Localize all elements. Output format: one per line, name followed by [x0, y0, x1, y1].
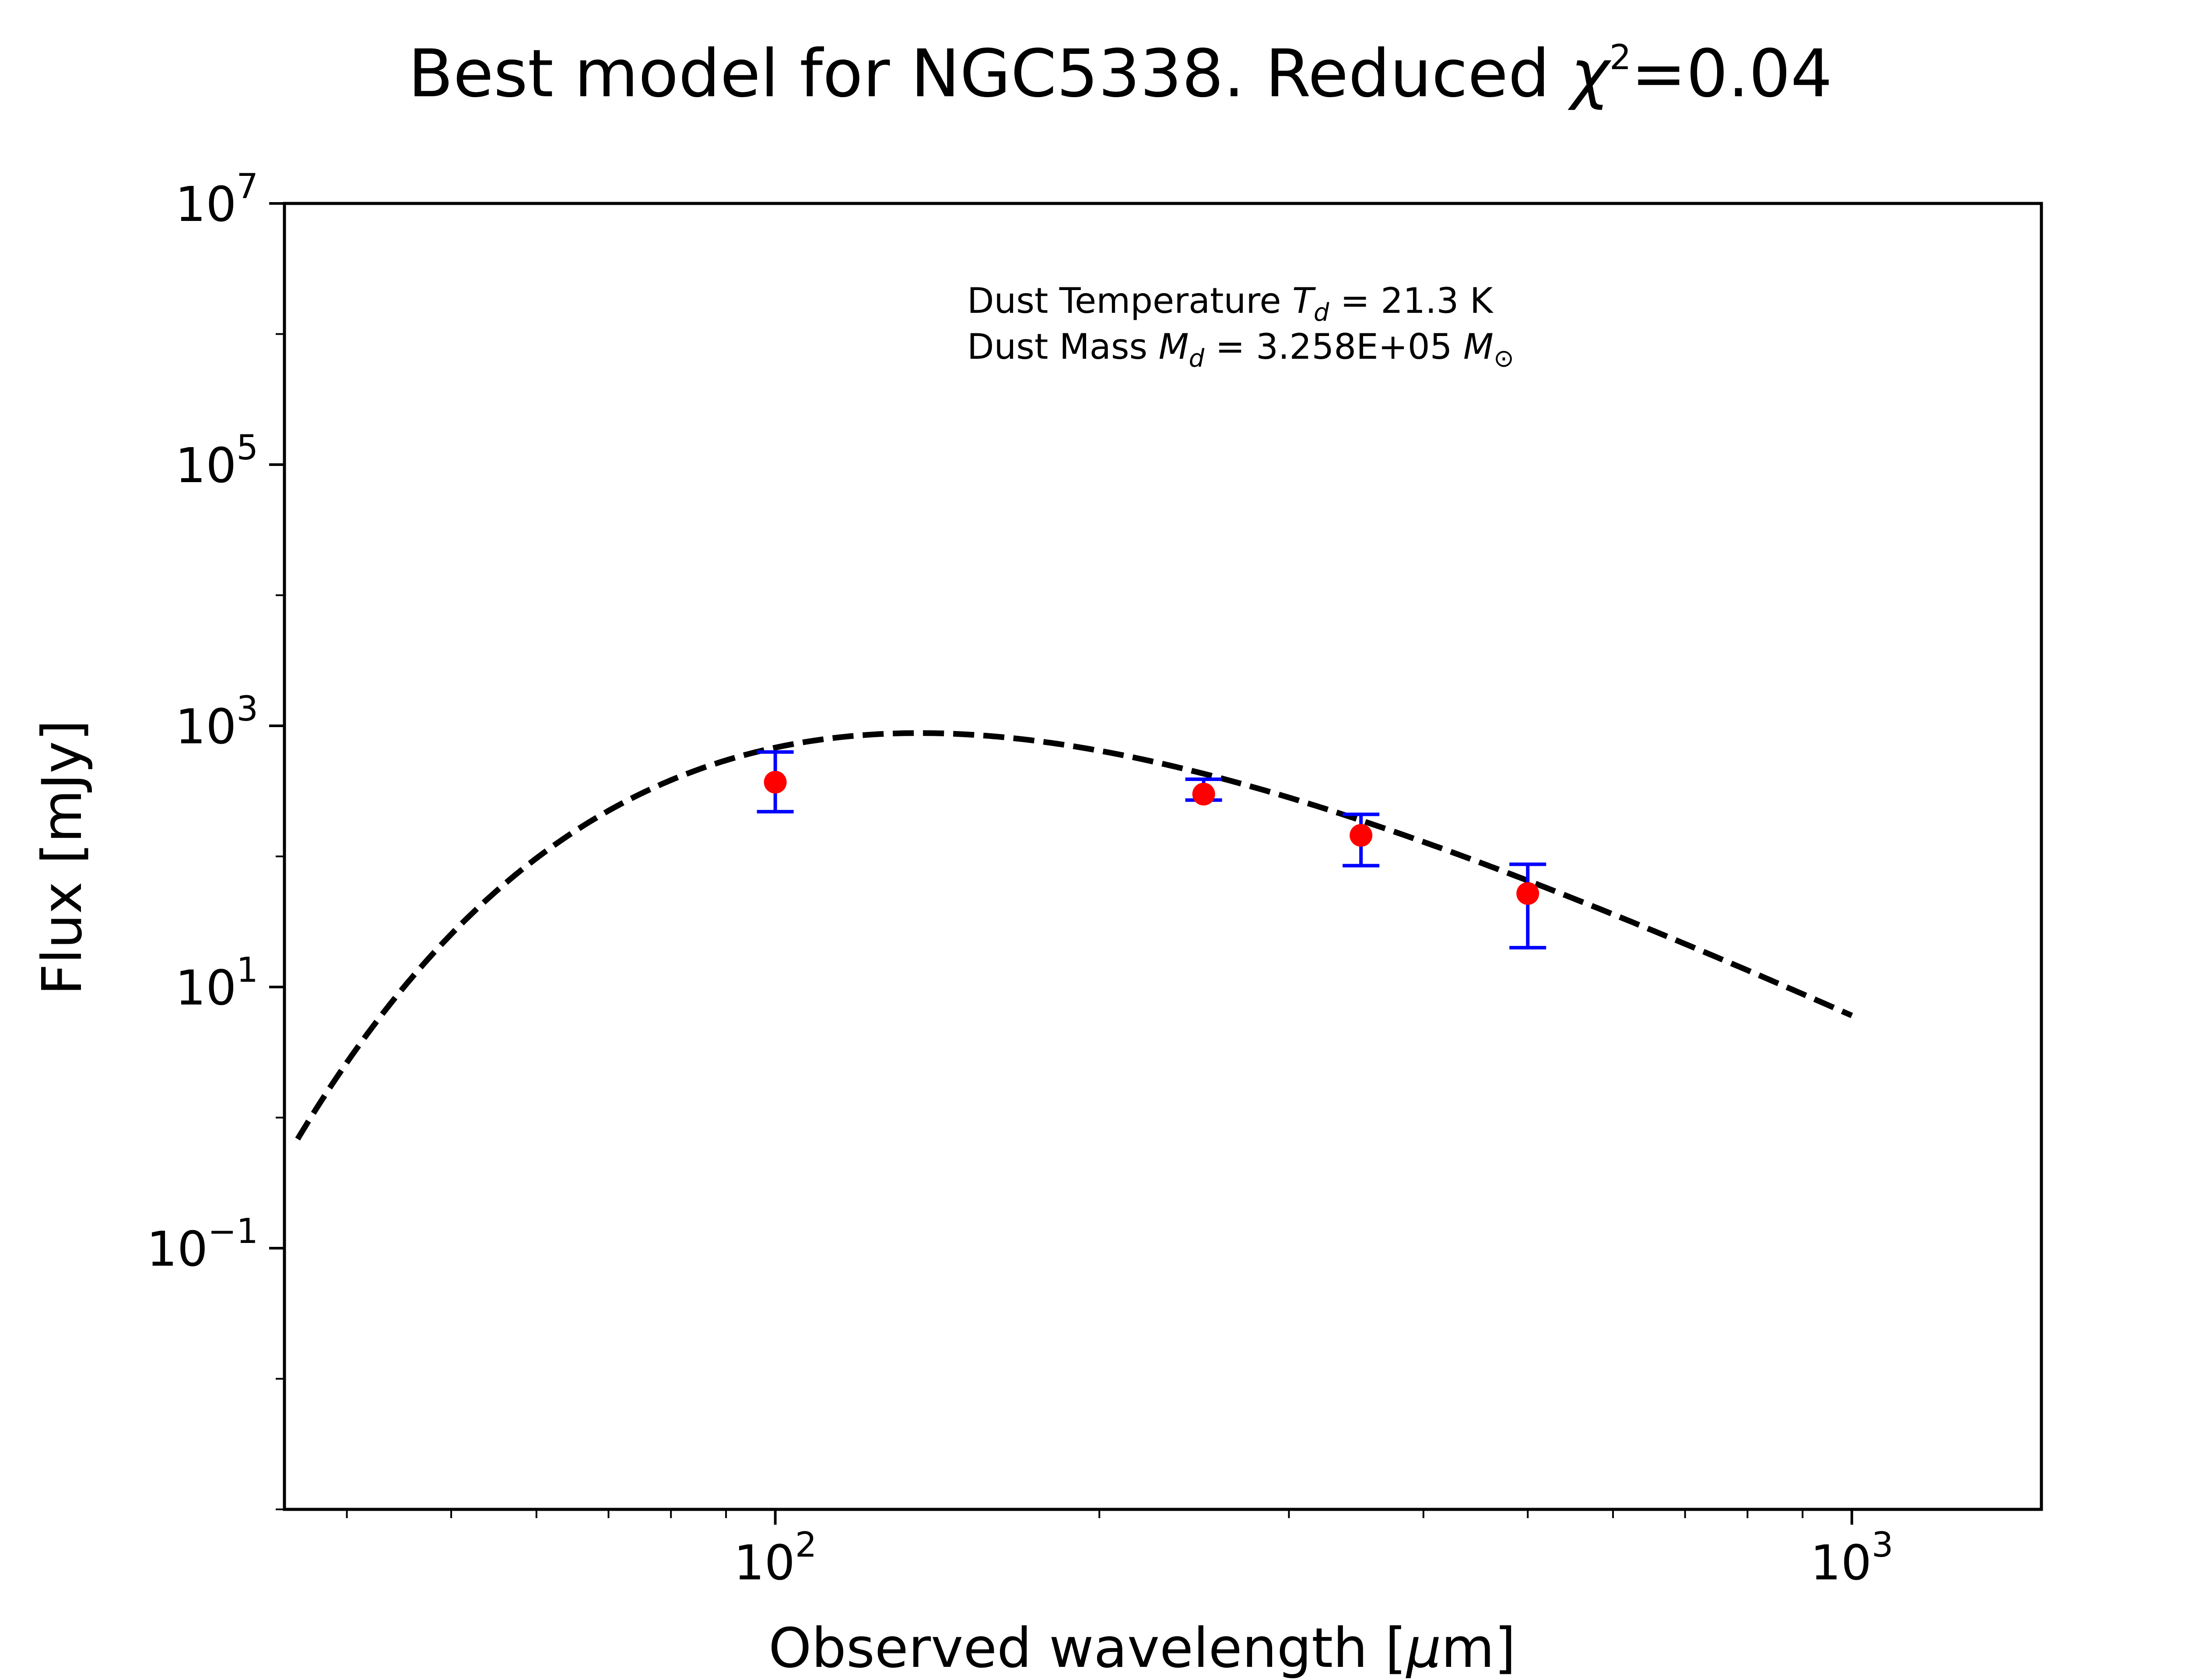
y-tick-label-1: 101: [175, 951, 258, 1016]
x-tick-label-1: 103: [1810, 1526, 1893, 1591]
annotation-temperature-prefix: Dust Temperature: [967, 280, 1292, 321]
annotation-temperature-value: = 21.3 K: [1329, 280, 1494, 321]
plot-area: [283, 202, 2043, 1511]
annotation-temperature-subscript: d: [1314, 298, 1329, 327]
y-tick-label-2: 103: [175, 690, 258, 755]
chart-title-value: =0.04: [1631, 36, 1833, 112]
annotation-mass: Dust Mass Md = 3.258E+05 M⊙: [967, 326, 1514, 373]
x-axis-label: Observed wavelength [μm]: [768, 1617, 1516, 1680]
data-point-0: [764, 770, 787, 794]
annotation-mass-value: = 3.258E+05: [1204, 326, 1463, 367]
x-tick-base-1: 10: [1810, 1535, 1872, 1591]
x-tick-exponent-1: 3: [1872, 1526, 1893, 1565]
x-axis-label-mu: μ: [1406, 1617, 1441, 1680]
data-point-1: [1192, 783, 1215, 806]
chart-title: Best model for NGC5338. Reduced χ2=0.04: [408, 36, 1833, 112]
annotation-mass-symbol: M: [1159, 326, 1189, 367]
observation-1: [1185, 777, 1222, 806]
y-tick-exponent-1: 1: [236, 951, 258, 990]
annotation-temperature-symbol: T: [1292, 280, 1316, 321]
x-tick-base-0: 10: [734, 1535, 795, 1591]
y-tick-exponent-4: 7: [236, 167, 258, 206]
y-tick-exponent-2: 3: [236, 690, 258, 729]
model-curve: [295, 730, 1853, 1141]
annotation-temperature: Dust Temperature Td = 21.3 K: [967, 280, 1494, 327]
x-tick-exponent-0: 2: [795, 1526, 817, 1565]
chart-title-chi-exponent: 2: [1609, 38, 1631, 77]
y-tick-label-0: 10−1: [147, 1212, 258, 1277]
chart-title-main: Best model for NGC5338. Reduced: [408, 36, 1571, 112]
model-layer: [295, 730, 1853, 1141]
data-point-2: [1350, 824, 1373, 847]
y-tick-base-4: 10: [175, 176, 236, 232]
y-tick-label-4: 107: [175, 167, 258, 232]
y-tick-base-0: 10: [147, 1221, 208, 1277]
annotation-mass-unit-symbol: M: [1463, 326, 1494, 367]
y-tick-label-3: 105: [175, 428, 258, 494]
y-tick-base-2: 10: [175, 699, 236, 755]
fit-annotation: Dust Temperature Td = 21.3 K Dust Mass M…: [967, 280, 1514, 373]
x-axis-label-main: Observed wavelength [: [768, 1617, 1406, 1680]
x-axis-label-unit: m]: [1441, 1617, 1516, 1680]
y-axis-label: Flux [mJy]: [31, 720, 94, 995]
y-tick-exponent-3: 5: [236, 428, 258, 468]
observation-3: [1509, 862, 1546, 950]
annotation-mass-subscript: d: [1189, 344, 1205, 373]
plot-frame: [283, 202, 2043, 1511]
observation-2: [1343, 812, 1380, 868]
observation-0: [757, 750, 794, 814]
y-tick-base-3: 10: [175, 438, 236, 494]
data-point-3: [1516, 882, 1539, 905]
observations-layer: [757, 750, 1546, 950]
x-axis: 102 103: [346, 1509, 1893, 1591]
annotation-mass-unit-subscript: ⊙: [1494, 344, 1514, 373]
x-tick-label-0: 102: [734, 1526, 817, 1591]
annotation-mass-prefix: Dust Mass: [967, 326, 1159, 367]
chart-title-chi: χ: [1567, 36, 1612, 112]
y-tick-base-1: 10: [175, 960, 236, 1016]
y-tick-exponent-0: −1: [208, 1212, 258, 1251]
